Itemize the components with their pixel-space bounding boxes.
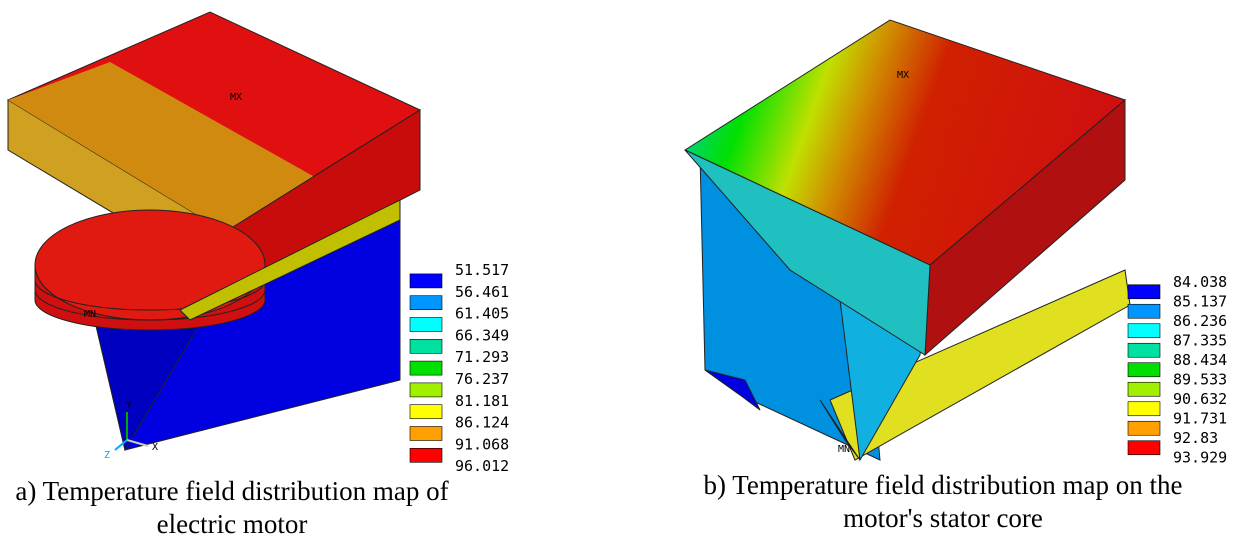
legend-swatch [1128,343,1160,357]
legend-swatch [410,361,442,375]
legend-swatch [1128,363,1160,377]
figure: MX MN Y Z X MX MN 51.517 56.461 61.405 66.3… [0,0,1260,547]
legend-value: 90.632 [1173,390,1227,408]
legend-value: 86.236 [1173,312,1227,330]
legend-value: 81.181 [455,392,509,410]
legend-value: 87.335 [1173,332,1227,350]
axis-x: X [152,442,158,453]
legend-swatch [410,448,442,462]
legend-value: 85.137 [1173,293,1227,311]
legend-swatch [1128,382,1160,396]
legend-swatch [410,405,442,419]
legend-value: 51.517 [455,261,509,279]
legend-swatch [1128,402,1160,416]
max-label: MX [897,70,909,81]
legend-swatch [1128,441,1160,455]
legend-swatch [410,318,442,332]
legend-swatch [410,383,442,397]
max-label: MX [230,92,242,103]
captions: a) Temperature field distribution map of… [15,470,1182,539]
stator-model: MX MN [685,20,1130,460]
legend-swatch [410,296,442,310]
legend-value: 61.405 [455,305,509,323]
legend-value: 86.124 [455,414,509,432]
legend-value: 91.731 [1173,410,1227,428]
legend-value: 84.038 [1173,273,1227,291]
legend-swatch [1128,421,1160,435]
legend-value: 96.012 [455,457,509,475]
legend-value: 92.83 [1173,429,1218,447]
legend-swatch [1128,285,1160,299]
legend-swatch [1128,304,1160,318]
legend-value: 88.434 [1173,351,1227,369]
legend-value: 93.929 [1173,449,1227,467]
legend-value: 66.349 [455,326,509,344]
legend-value: 91.068 [455,435,509,453]
legend-value: 76.237 [455,370,509,388]
caption-line: electric motor [157,509,308,539]
axis-z: Z [104,450,110,461]
axis-y: Y [126,400,132,411]
legend-swatch [410,427,442,441]
legend-value: 89.533 [1173,371,1227,389]
legend-value: 56.461 [455,283,509,301]
motor-model: MX MN Y Z X [8,12,420,461]
min-label: MN [84,309,96,320]
min-label: MN [838,444,850,455]
legend-value: 71.293 [455,348,509,366]
legend-swatch [410,274,442,288]
caption-line: motor's stator core [843,503,1043,533]
legend-swatch [410,339,442,353]
caption-line: a) Temperature field distribution map of [15,476,448,506]
caption-line: b) Temperature field distribution map on… [704,470,1183,500]
legend-swatch [1128,324,1160,338]
